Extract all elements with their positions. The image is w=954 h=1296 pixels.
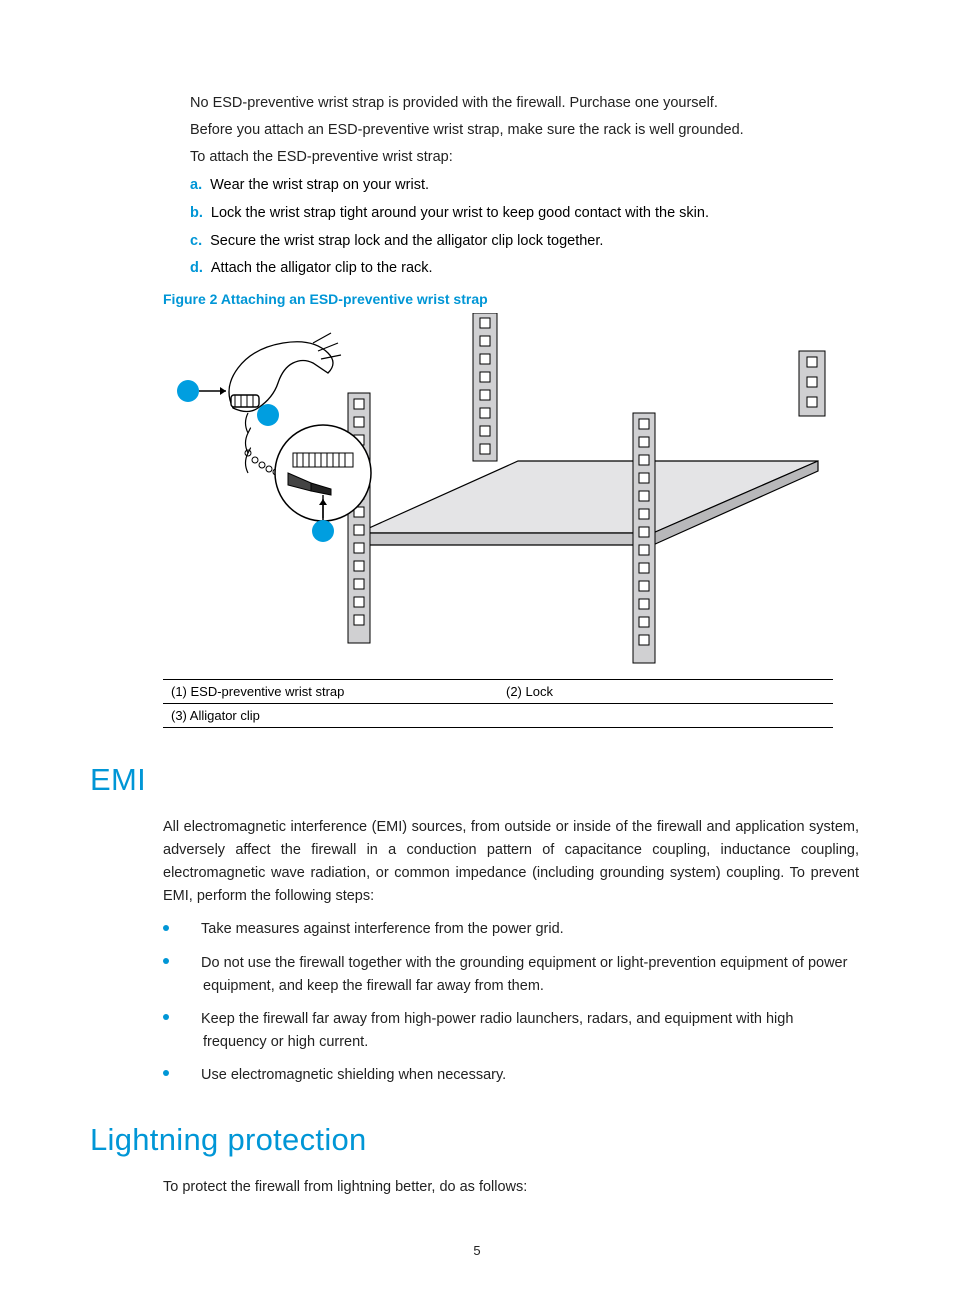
hand-icon bbox=[229, 333, 341, 412]
table-row: (1) ESD-preventive wrist strap (2) Lock bbox=[163, 679, 833, 703]
intro-p3: To attach the ESD-preventive wrist strap… bbox=[190, 144, 859, 171]
step-text: Attach the alligator clip to the rack. bbox=[211, 260, 433, 276]
bullet-text: Take measures against interference from … bbox=[201, 921, 564, 937]
lightning-heading: Lightning protection bbox=[90, 1122, 859, 1158]
intro-block: No ESD-preventive wrist strap is provide… bbox=[190, 90, 859, 283]
list-item: Keep the firewall far away from high-pow… bbox=[163, 1008, 859, 1054]
lightning-para: To protect the firewall from lightning b… bbox=[163, 1176, 859, 1199]
table-row: (3) Alligator clip bbox=[163, 703, 833, 727]
figure-caption: Figure 2 Attaching an ESD-preventive wri… bbox=[163, 291, 859, 307]
page-root: No ESD-preventive wrist strap is provide… bbox=[0, 0, 954, 1239]
step-d: d. Attach the alligator clip to the rack. bbox=[190, 255, 859, 283]
figure-legend: (1) ESD-preventive wrist strap (2) Lock … bbox=[163, 679, 833, 728]
diagram-svg bbox=[163, 313, 833, 673]
list-item: Use electromagnetic shielding when neces… bbox=[163, 1064, 859, 1087]
step-b: b. Lock the wrist strap tight around your… bbox=[190, 200, 859, 228]
legend-cell: (2) Lock bbox=[498, 679, 833, 703]
legend-cell: (1) ESD-preventive wrist strap bbox=[163, 679, 498, 703]
figure-diagram bbox=[163, 313, 833, 673]
bullet-text: Do not use the firewall together with th… bbox=[201, 955, 847, 994]
step-text: Wear the wrist strap on your wrist. bbox=[210, 177, 429, 193]
list-item: Take measures against interference from … bbox=[163, 918, 859, 941]
figure-block: Figure 2 Attaching an ESD-preventive wri… bbox=[163, 291, 859, 728]
step-a: a. Wear the wrist strap on your wrist. bbox=[190, 172, 859, 200]
legend-cell bbox=[498, 703, 833, 727]
emi-heading: EMI bbox=[90, 762, 859, 798]
bullet-text: Use electromagnetic shielding when neces… bbox=[201, 1067, 506, 1083]
bullet-text: Keep the firewall far away from high-pow… bbox=[201, 1011, 793, 1050]
step-marker: c. bbox=[190, 233, 202, 249]
legend-cell: (3) Alligator clip bbox=[163, 703, 498, 727]
step-text: Secure the wrist strap lock and the alli… bbox=[210, 233, 603, 249]
list-item: Do not use the firewall together with th… bbox=[163, 952, 859, 998]
steps-list: a. Wear the wrist strap on your wrist. b.… bbox=[190, 172, 859, 282]
step-text: Lock the wrist strap tight around your w… bbox=[211, 205, 709, 221]
step-marker: a. bbox=[190, 177, 202, 193]
intro-p1: No ESD-preventive wrist strap is provide… bbox=[190, 90, 859, 117]
bullet-icon bbox=[163, 925, 169, 931]
emi-bullets: Take measures against interference from … bbox=[163, 918, 859, 1087]
page-number: 5 bbox=[0, 1243, 954, 1258]
bullet-icon bbox=[163, 1070, 169, 1076]
step-marker: b. bbox=[190, 205, 203, 221]
bullet-icon bbox=[163, 958, 169, 964]
intro-p2: Before you attach an ESD-preventive wris… bbox=[190, 117, 859, 144]
emi-section: EMI bbox=[90, 762, 859, 798]
bullet-icon bbox=[163, 1014, 169, 1020]
step-c: c. Secure the wrist strap lock and the al… bbox=[190, 228, 859, 256]
lightning-section: Lightning protection bbox=[90, 1122, 859, 1158]
emi-para: All electromagnetic interference (EMI) s… bbox=[163, 816, 859, 909]
step-marker: d. bbox=[190, 260, 203, 276]
